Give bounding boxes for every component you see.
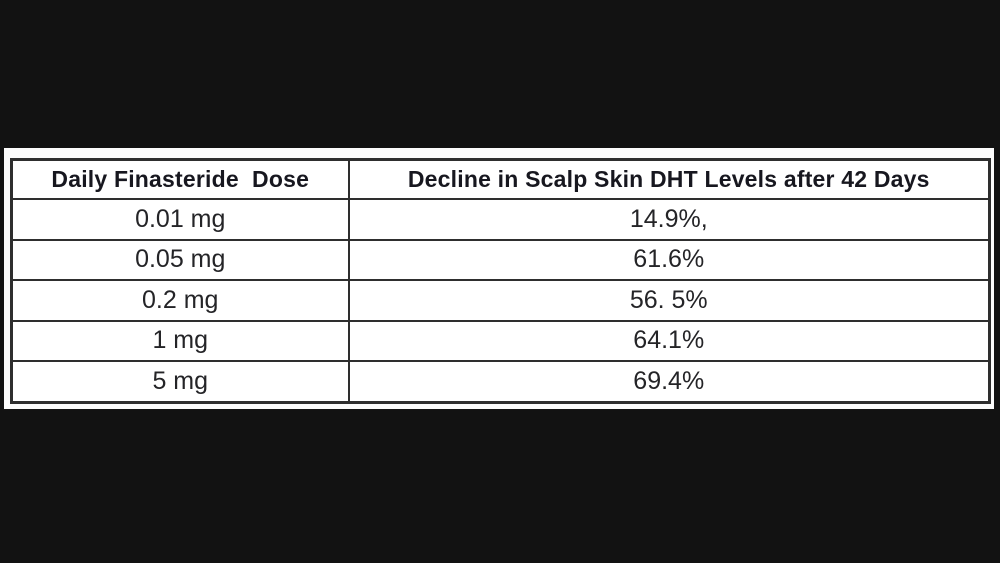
- decline-cell: 14.9%,: [347, 198, 991, 241]
- decline-cell: 61.6%: [347, 238, 991, 281]
- header-row: Daily Finasteride Dose Decline in Scalp …: [10, 158, 991, 200]
- table-body: 0.01 mg 14.9%, 0.05 mg 61.6% 0.2 mg 56. …: [10, 198, 991, 403]
- table-row: 0.01 mg 14.9%,: [10, 198, 991, 241]
- col-header-decline-scalp-dht: Decline in Scalp Skin DHT Levels after 4…: [347, 158, 991, 200]
- dose-cell: 0.05 mg: [10, 238, 350, 281]
- decline-cell: 64.1%: [347, 319, 991, 362]
- dose-cell: 5 mg: [10, 360, 350, 403]
- table-header: Daily Finasteride Dose Decline in Scalp …: [10, 158, 991, 200]
- dose-cell: 0.01 mg: [10, 198, 350, 241]
- table-row: 0.2 mg 56. 5%: [10, 279, 991, 322]
- col-header-daily-finasteride-dose: Daily Finasteride Dose: [10, 158, 350, 200]
- decline-cell: 56. 5%: [347, 279, 991, 322]
- content-band: Daily Finasteride Dose Decline in Scalp …: [4, 148, 994, 409]
- table-row: 1 mg 64.1%: [10, 319, 991, 362]
- dose-cell: 1 mg: [10, 319, 350, 362]
- table-row: 0.05 mg 61.6%: [10, 238, 991, 281]
- table-row: 5 mg 69.4%: [10, 360, 991, 403]
- dose-cell: 0.2 mg: [10, 279, 350, 322]
- finasteride-dht-table: Daily Finasteride Dose Decline in Scalp …: [10, 158, 991, 404]
- decline-cell: 69.4%: [347, 360, 991, 403]
